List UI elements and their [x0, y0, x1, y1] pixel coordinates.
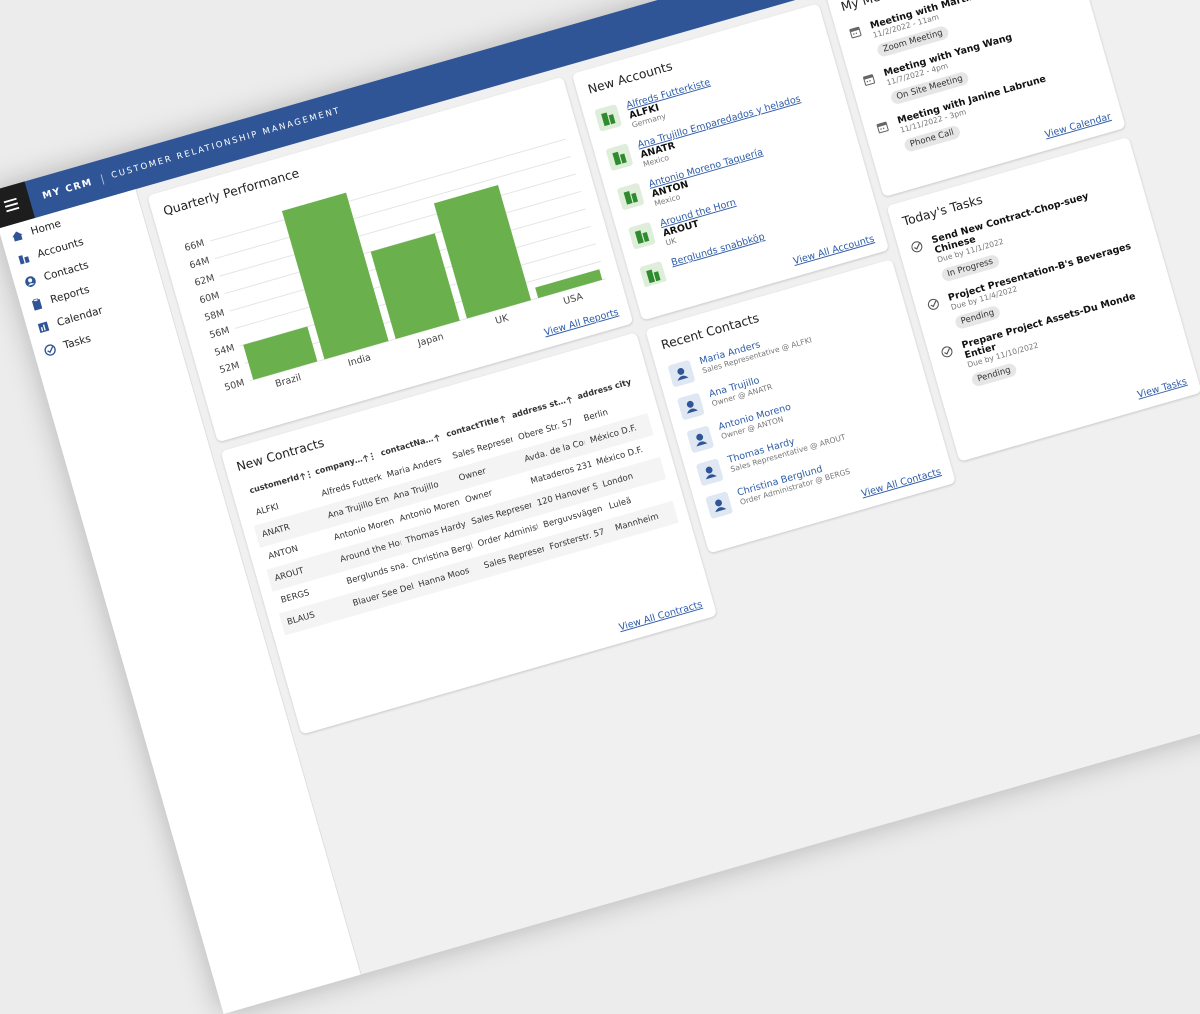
icon: [909, 239, 925, 255]
y-tick-label: 52M: [218, 360, 241, 376]
grid-line: [215, 157, 571, 259]
x-tick-label: Brazil: [274, 372, 303, 390]
icon: [605, 143, 633, 171]
icon: [29, 296, 45, 312]
y-tick-label: 66M: [183, 238, 206, 254]
nav-label: Tasks: [62, 332, 92, 352]
icon: [9, 227, 25, 243]
x-tick-label: USA: [562, 291, 584, 307]
icon: [939, 344, 955, 360]
icon: [667, 360, 695, 388]
link[interactable]: View All Contracts: [618, 599, 704, 633]
y-tick-label: 50M: [223, 377, 246, 393]
y-tick-label: 54M: [213, 343, 236, 359]
icon: [925, 296, 941, 312]
bar: [243, 327, 317, 380]
x-tick-label: India: [347, 352, 372, 369]
nav-label: Home: [29, 217, 62, 237]
icon: [847, 24, 863, 40]
y-tick-label: 62M: [193, 273, 216, 289]
icon: [22, 273, 38, 289]
y-tick-label: 64M: [188, 255, 211, 271]
icon: [696, 458, 724, 486]
icon: [874, 119, 890, 135]
icon: [594, 104, 622, 132]
icon: [617, 182, 645, 210]
x-tick-label: UK: [494, 312, 510, 326]
icon: [639, 261, 667, 289]
x-tick-label: Japan: [416, 331, 445, 349]
brand: MY CRM: [41, 174, 104, 201]
icon: [677, 392, 705, 420]
link[interactable]: View Tasks: [1136, 376, 1188, 400]
icon: [686, 425, 714, 453]
icon: [35, 319, 51, 335]
icon: [705, 491, 733, 519]
y-tick-label: 60M: [198, 290, 221, 306]
y-tick-label: 58M: [203, 308, 226, 324]
y-tick-label: 56M: [208, 325, 231, 341]
icon: [16, 250, 32, 266]
icon: [42, 341, 58, 357]
icon: [861, 71, 877, 87]
task-status: Pending: [970, 362, 1017, 387]
icon: [628, 222, 656, 250]
